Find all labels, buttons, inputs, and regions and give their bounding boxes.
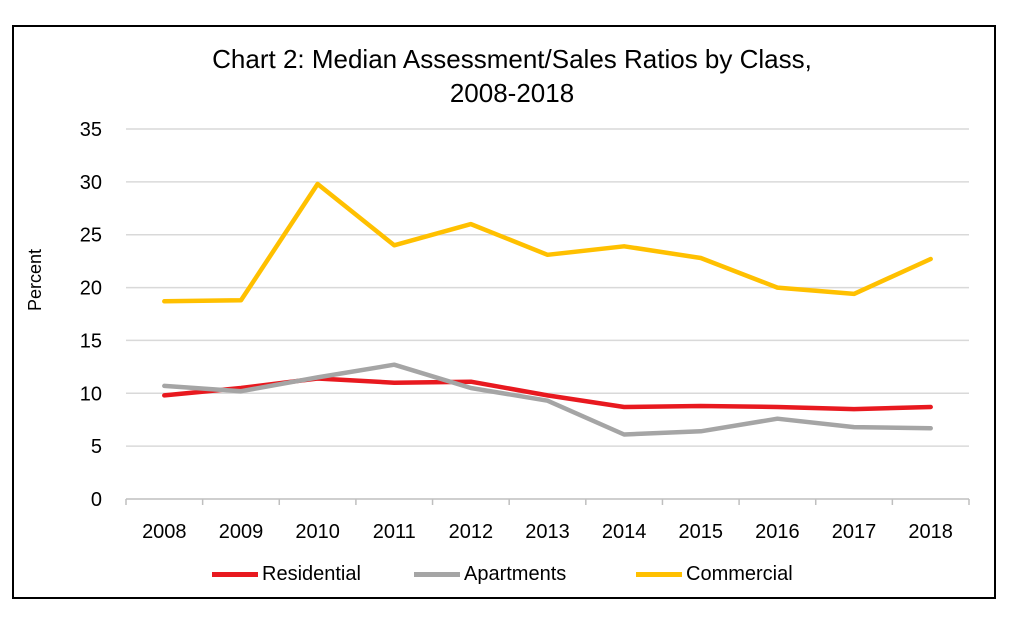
x-tick-label: 2012 xyxy=(449,521,494,543)
series-line-apartments xyxy=(162,362,933,437)
y-axis-label: Percent xyxy=(25,249,45,311)
chart-title: Chart 2: Median Assessment/Sales Ratios … xyxy=(0,42,1024,110)
legend-swatch xyxy=(636,572,682,577)
y-tick-label: 30 xyxy=(80,172,102,194)
x-tick-label: 2016 xyxy=(755,521,800,543)
x-tick-label: 2013 xyxy=(525,521,570,543)
y-tick-labels: 0 5 10 15 20 25 30 35 xyxy=(80,119,102,511)
x-tick-label: 2014 xyxy=(602,521,647,543)
legend-swatch xyxy=(414,572,460,577)
x-tick-label: 2011 xyxy=(373,521,416,543)
chart-title-line-1: Chart 2: Median Assessment/Sales Ratios … xyxy=(212,44,812,74)
y-tick-label: 25 xyxy=(80,225,102,247)
y-tick-label: 20 xyxy=(80,278,102,300)
gridlines xyxy=(126,128,969,447)
legend-label: Residential xyxy=(262,563,361,585)
chart-title-line-2: 2008-2018 xyxy=(449,78,575,108)
y-tick-label: 35 xyxy=(80,119,102,141)
x-tick-label: 2017 xyxy=(832,521,877,543)
x-tick-label: 2015 xyxy=(679,521,724,543)
legend-swatch xyxy=(212,572,258,577)
x-tick-labels: 2008 2009 2010 2011 2012 2013 2014 2015 2016 2017… xyxy=(142,521,953,543)
y-tick-label: 15 xyxy=(80,330,102,352)
legend-item-residential: Residential xyxy=(212,563,361,586)
y-tick-label: 5 xyxy=(91,436,102,458)
y-tick-label: 10 xyxy=(80,383,102,405)
legend-item-commercial: Commercial xyxy=(636,563,793,586)
legend: Residential Apartments Commercial xyxy=(0,563,1024,589)
x-tick-label: 2009 xyxy=(219,521,264,543)
legend-label: Commercial xyxy=(686,563,793,585)
chart-frame xyxy=(12,25,996,599)
series-lines xyxy=(162,181,933,437)
legend-item-apartments: Apartments xyxy=(414,563,566,586)
legend-label: Apartments xyxy=(464,563,567,585)
x-tick-label: 2008 xyxy=(142,521,187,543)
x-tick-label: 2018 xyxy=(908,521,953,543)
y-tick-label: 0 xyxy=(91,489,102,511)
axes xyxy=(125,498,970,505)
series-line-commercial xyxy=(162,181,933,304)
x-tick-label: 2010 xyxy=(295,521,340,543)
